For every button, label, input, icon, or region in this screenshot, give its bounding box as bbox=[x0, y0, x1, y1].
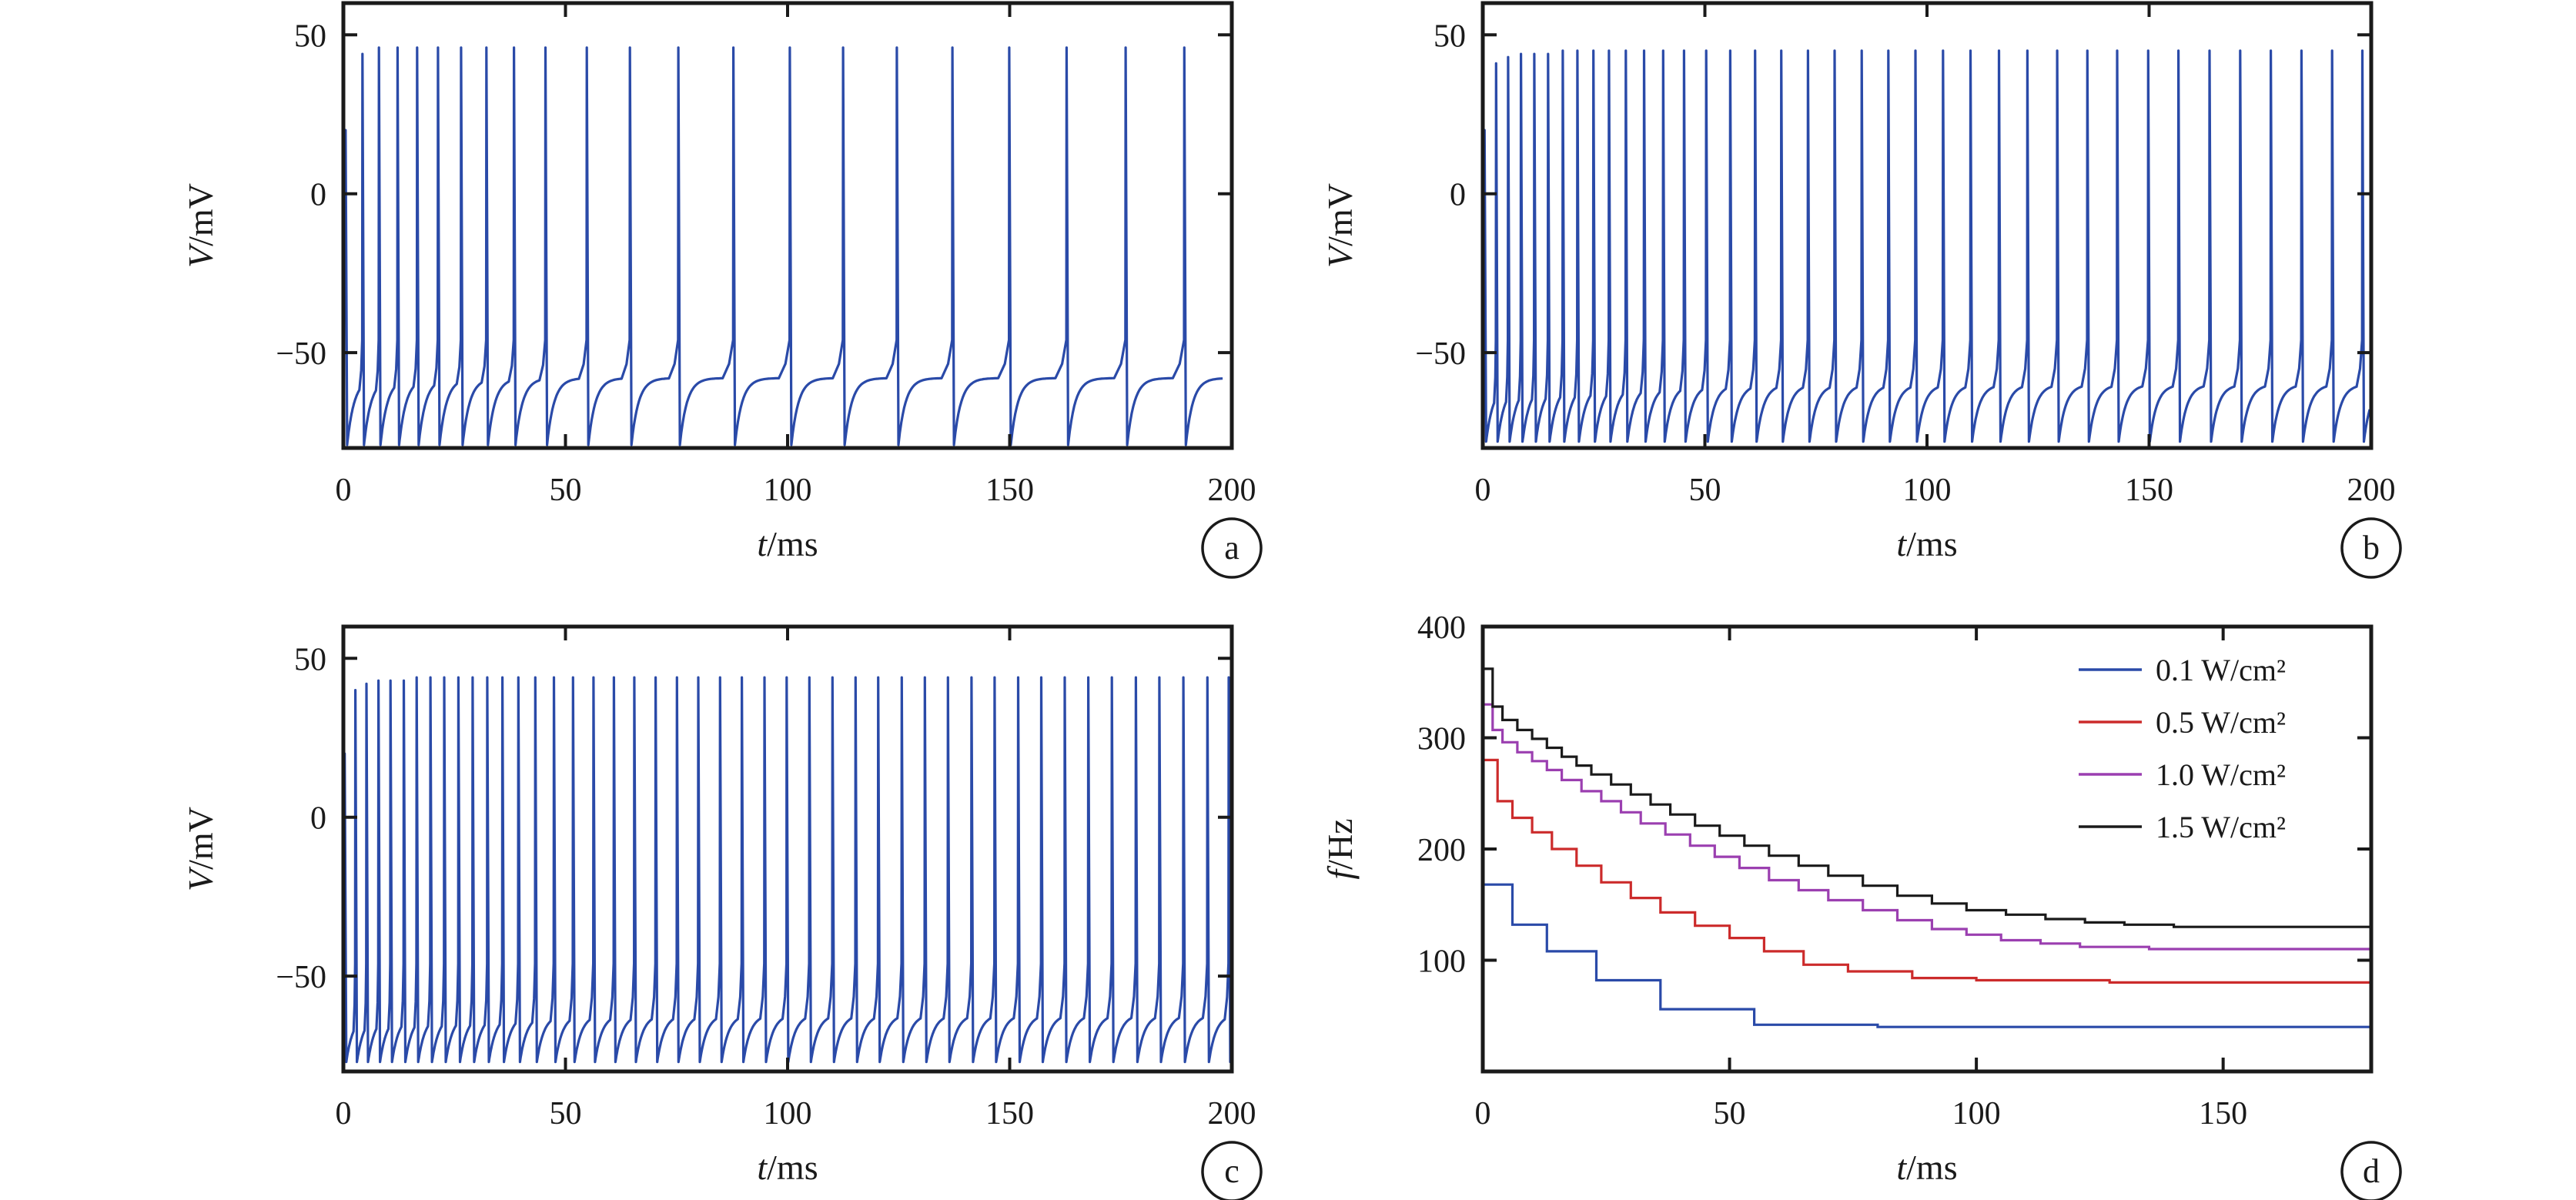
voltage-trace-c bbox=[343, 676, 1232, 1064]
x-tick-label: 0 bbox=[1475, 473, 1491, 508]
x-axis-label-c: t/ms bbox=[757, 1148, 818, 1187]
panel-letter-a: a bbox=[1224, 529, 1239, 567]
y-axis-label-a: V/mV bbox=[181, 183, 220, 268]
panel-a: 0 50 100 150 200 50 0 −50 t/ms V/mV a bbox=[181, 1, 1263, 579]
y-tick-label: 0 bbox=[310, 801, 326, 837]
x-tick-label: 100 bbox=[1952, 1096, 2001, 1131]
x-tick-label: 100 bbox=[764, 1096, 812, 1131]
y-axis-unit: /mV bbox=[181, 183, 220, 246]
plot-area-a bbox=[343, 46, 1223, 446]
y-tick-label: 50 bbox=[1434, 18, 1466, 54]
x-tick-label: 150 bbox=[2199, 1096, 2247, 1131]
panel-letter-circle-a bbox=[1201, 517, 1263, 579]
legend-label-1: 0.1 W/cm² bbox=[2156, 653, 2286, 687]
panel-b: 0 50 100 150 200 50 0 −50 t/ms V/mV b bbox=[1320, 1, 2402, 579]
y-tick-label: 50 bbox=[294, 18, 326, 54]
y-axis-label-c: V/mV bbox=[181, 807, 220, 891]
panel-letter-b: b bbox=[2363, 529, 2380, 567]
series-line-4 bbox=[1483, 667, 2371, 928]
y-tick-label: 100 bbox=[1417, 944, 1466, 980]
x-tick-label: 100 bbox=[1903, 473, 1952, 508]
x-tick-label: 200 bbox=[1208, 1096, 1256, 1131]
x-axis-var: t bbox=[1896, 1148, 1907, 1187]
y-axis-unit: /mV bbox=[181, 807, 220, 870]
x-tick-label: 50 bbox=[550, 1096, 582, 1131]
x-axis-unit: /ms bbox=[767, 524, 818, 563]
y-tick-label: −50 bbox=[1415, 336, 1466, 372]
plot-area-c bbox=[343, 676, 1232, 1064]
panel-letter-circle-d bbox=[2340, 1141, 2402, 1200]
x-axis-var: t bbox=[757, 1148, 768, 1187]
voltage-trace-a bbox=[343, 46, 1223, 446]
x-tick-label: 0 bbox=[1475, 1096, 1491, 1131]
y-tick-label: 0 bbox=[1450, 178, 1466, 213]
y-tick-label: 400 bbox=[1417, 610, 1466, 646]
x-tick-label: 200 bbox=[1208, 473, 1256, 508]
x-tick-label: 50 bbox=[550, 473, 582, 508]
series-line-3 bbox=[1483, 703, 2371, 951]
x-tick-label: 150 bbox=[2125, 473, 2173, 508]
series-line-2 bbox=[1483, 758, 2371, 984]
panel-letter-circle-b bbox=[2340, 517, 2402, 579]
x-axis-unit: /ms bbox=[1906, 1148, 1957, 1187]
panel-letter-c: c bbox=[1224, 1152, 1239, 1190]
x-tick-label: 150 bbox=[985, 1096, 1034, 1131]
panel-letter-circle-c bbox=[1201, 1141, 1263, 1200]
x-tick-label: 200 bbox=[2347, 473, 2396, 508]
x-tick-label: 50 bbox=[1689, 473, 1721, 508]
x-axis-var: t bbox=[1896, 524, 1907, 563]
panel-c: 0 50 100 150 200 50 0 −50 t/ms V/mV c bbox=[181, 624, 1263, 1200]
plot-area-b bbox=[1483, 49, 2371, 443]
y-axis-label-d: f/Hz bbox=[1320, 818, 1360, 879]
x-tick-label: 150 bbox=[985, 473, 1034, 508]
x-axis-var: t bbox=[757, 524, 768, 563]
x-tick-label: 100 bbox=[764, 473, 812, 508]
x-axis-label-b: t/ms bbox=[1896, 524, 1957, 563]
x-tick-label: 0 bbox=[336, 473, 352, 508]
legend-label-3: 1.0 W/cm² bbox=[2156, 757, 2286, 792]
axes-frame-d bbox=[1480, 624, 2374, 1074]
y-axis-label-b: V/mV bbox=[1320, 183, 1360, 268]
y-axis-var: V bbox=[1320, 242, 1360, 268]
x-axis-unit: /ms bbox=[767, 1148, 818, 1187]
legend-label-2: 0.5 W/cm² bbox=[2156, 705, 2286, 740]
x-axis-label-a: t/ms bbox=[757, 524, 818, 563]
y-axis-unit: /mV bbox=[1320, 183, 1360, 246]
y-tick-label: 50 bbox=[294, 642, 326, 677]
y-axis-var: V bbox=[181, 242, 220, 268]
x-axis-label-d: t/ms bbox=[1896, 1148, 1957, 1187]
x-tick-label: 50 bbox=[1714, 1096, 1746, 1131]
y-axis-unit: /Hz bbox=[1320, 818, 1360, 869]
axes-frame-a bbox=[341, 1, 1234, 450]
y-tick-label: 200 bbox=[1417, 833, 1466, 868]
plot-area-d bbox=[1483, 667, 2371, 1028]
y-tick-label: −50 bbox=[276, 960, 326, 995]
x-tick-label: 0 bbox=[336, 1096, 352, 1131]
axes-frame-b bbox=[1480, 1, 2374, 450]
panel-d: 0 50 100 150 400 300 200 100 t/ms f/Hz d 0.1 W/cm² 0… bbox=[1320, 610, 2402, 1200]
y-tick-label: 300 bbox=[1417, 722, 1466, 757]
series-line-1 bbox=[1483, 883, 2371, 1028]
y-tick-label: 0 bbox=[310, 178, 326, 213]
voltage-trace-b bbox=[1483, 49, 2371, 443]
legend-label-4: 1.5 W/cm² bbox=[2156, 810, 2286, 844]
panel-letter-d: d bbox=[2363, 1152, 2380, 1190]
y-axis-var: V bbox=[181, 866, 220, 891]
y-tick-label: −50 bbox=[276, 336, 326, 372]
x-axis-unit: /ms bbox=[1906, 524, 1957, 563]
